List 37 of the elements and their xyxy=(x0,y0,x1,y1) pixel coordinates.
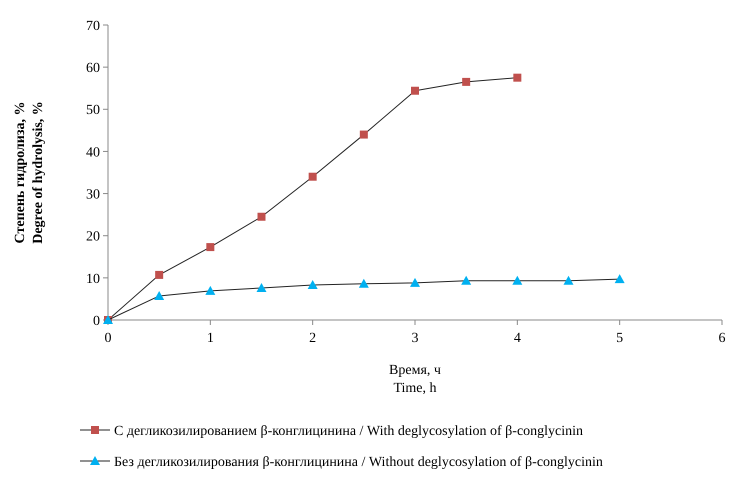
x-tick-label: 0 xyxy=(104,331,112,346)
y-tick-label: 10 xyxy=(86,272,100,287)
legend-label: С дегликозилированием β-конглицинина / With deglycosylation of β-conglycinin xyxy=(114,424,584,439)
point xyxy=(154,290,164,300)
point xyxy=(564,276,574,285)
legend-label: Без дегликозилирования β-конглицинина / Without deglycosylation of β-conglycinin xyxy=(114,454,603,470)
point xyxy=(308,280,318,290)
point xyxy=(410,278,420,287)
x-tick-label: 5 xyxy=(616,331,624,346)
point xyxy=(205,286,216,295)
y-tick-label: 0 xyxy=(93,314,100,329)
y-tick-label: 30 xyxy=(86,187,100,202)
point xyxy=(258,212,266,221)
point xyxy=(411,86,419,95)
y-axis-title: Степень гидролиза, % Degree of hydrolysis, % xyxy=(13,101,46,244)
y-tick-label: 70 xyxy=(86,18,100,34)
point xyxy=(256,282,266,292)
point xyxy=(513,74,522,82)
x-axis-title: Время, ч Time, h xyxy=(389,363,441,396)
point xyxy=(461,276,472,285)
x-tick-label: 3 xyxy=(412,331,418,346)
y-tick-label: 40 xyxy=(86,145,100,160)
x-tick-label: 6 xyxy=(718,331,726,346)
point xyxy=(512,276,522,285)
point xyxy=(358,278,369,288)
x-tick-label: 2 xyxy=(309,331,316,346)
y-tick-label: 20 xyxy=(86,230,100,245)
point xyxy=(614,274,625,284)
point xyxy=(155,270,164,279)
x-tick-label: 1 xyxy=(206,331,214,346)
y-tick-label: 50 xyxy=(86,103,100,118)
y-tick-label: 60 xyxy=(86,61,100,76)
point xyxy=(308,172,317,181)
point xyxy=(206,243,214,252)
point xyxy=(462,78,470,86)
x-tick-label: 4 xyxy=(514,331,521,346)
point xyxy=(360,130,368,139)
